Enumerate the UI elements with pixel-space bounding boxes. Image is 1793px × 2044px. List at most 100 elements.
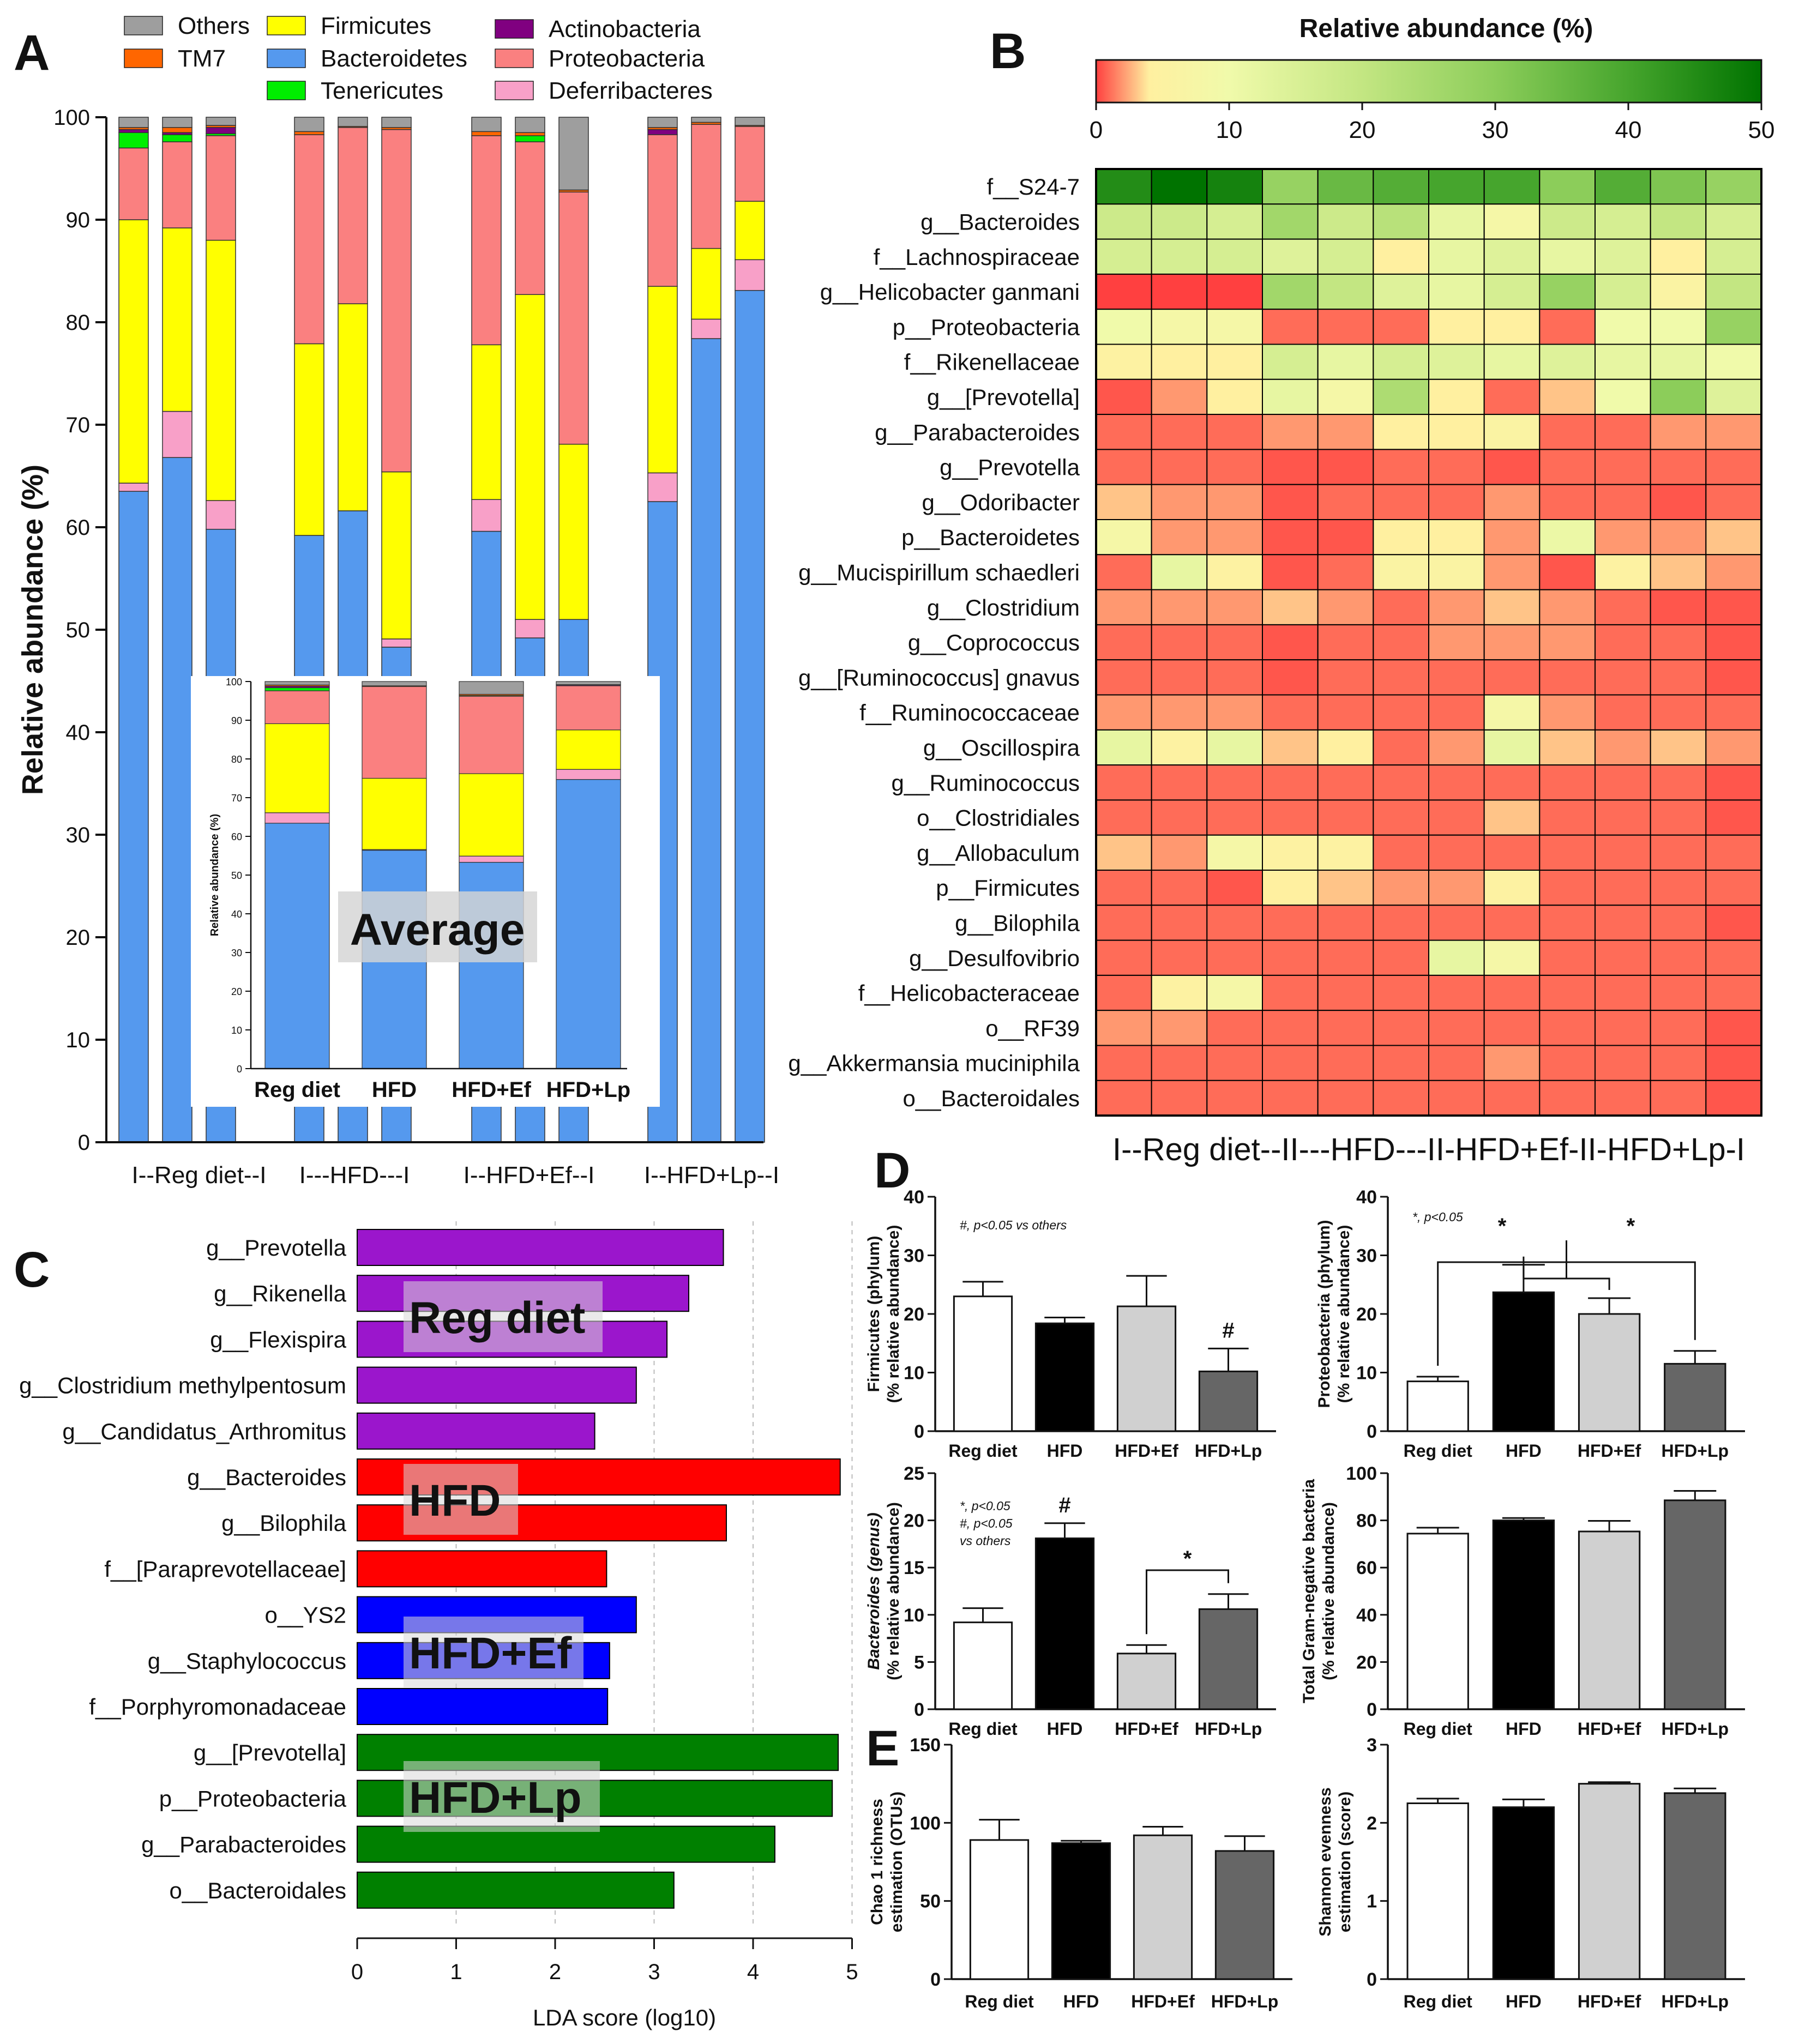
- colorbar: [1095, 59, 1762, 104]
- inset-y-tick-label: 20: [231, 986, 242, 997]
- heatmap-cell: [1539, 1080, 1596, 1117]
- heatmap-cell: [1317, 203, 1374, 240]
- heatmap-cell: [1650, 449, 1707, 485]
- heatmap-cell: [1373, 378, 1429, 415]
- bar-segment-proteobacteria: [162, 141, 192, 228]
- bar-segment-firmicutes: [471, 344, 502, 500]
- bar-segment-actinobacteria: [206, 127, 236, 134]
- heatmap-cell: [1539, 834, 1596, 871]
- bar-segment-firmicutes: [691, 248, 721, 320]
- lda-bar-label: g__Flexispira: [210, 1327, 346, 1352]
- heatmap-cell: [1262, 764, 1319, 801]
- inset-y-tick-label: 40: [231, 909, 242, 920]
- y-axis-subtitle: (% relative abundance): [1335, 1225, 1353, 1403]
- x-tick-label: HFD+Lp: [1195, 1441, 1262, 1461]
- lda-bar-f-paraprevotellaceae: [357, 1550, 607, 1588]
- heatmap-row-label: f__Ruminococcaceae: [859, 700, 1080, 726]
- heatmap-cell: [1096, 449, 1152, 485]
- heatmap-row-label: g__Helicobacter ganmani: [820, 279, 1080, 305]
- heatmap-cell: [1206, 939, 1263, 976]
- inset-title: Average: [350, 905, 525, 955]
- heatmap-cell: [1428, 343, 1485, 380]
- heatmap-cell: [1705, 1045, 1762, 1081]
- y-tick-label: 20: [904, 1304, 924, 1325]
- heatmap-cell: [1483, 659, 1541, 696]
- heatmap-cell: [1428, 624, 1485, 661]
- inset-bar-segment-firmicutes: [362, 777, 427, 850]
- heatmap-cell: [1096, 519, 1152, 556]
- heatmap-cell: [1539, 1010, 1596, 1046]
- bar-segment-others: [515, 117, 545, 133]
- bar-segment-tm7: [471, 131, 502, 136]
- bar-segment-actinobacteria: [647, 129, 678, 135]
- heatmap-cell: [1705, 484, 1762, 521]
- lda-bar-o-bacteroidales: [357, 1871, 675, 1909]
- x-tick-label: HFD+Ef: [1578, 1441, 1641, 1461]
- y-axis-subtitle: estimation (OTUs): [888, 1792, 906, 1932]
- heatmap-cell: [1151, 729, 1208, 766]
- heatmap-cell: [1428, 764, 1485, 801]
- heatmap-cell: [1206, 974, 1263, 1011]
- heatmap-cell: [1317, 484, 1374, 521]
- bar-segment-others: [381, 117, 412, 128]
- heatmap-cell: [1705, 378, 1762, 415]
- heatmap-cell: [1595, 905, 1651, 941]
- heatmap-cell: [1650, 1045, 1707, 1081]
- heatmap-cell: [1539, 519, 1596, 556]
- heatmap-cell: [1206, 238, 1263, 275]
- heatmap-cell: [1317, 238, 1374, 275]
- heatmap-cell: [1650, 939, 1707, 976]
- group-label-box: [404, 1464, 518, 1535]
- heatmap-cell: [1373, 168, 1429, 205]
- heatmap-cell: [1539, 554, 1596, 590]
- heatmap-cell: [1373, 764, 1429, 801]
- inset-bar-segment-firmicutes: [264, 723, 330, 813]
- x-tick-label: Reg diet: [1404, 1992, 1473, 2011]
- heatmap-row-label: g__Akkermansia muciniphila: [788, 1051, 1080, 1076]
- lda-bar-label: g__Prevotella: [206, 1235, 346, 1261]
- x-tick-label: HFD+Ef: [1115, 1441, 1178, 1461]
- inset-bar-segment-deferribacteres: [556, 769, 621, 780]
- annotation-note: *, p<0.05: [1412, 1210, 1463, 1224]
- y-axis-title: Firmicutes (phylum): [865, 1236, 883, 1392]
- heatmap-cell: [1206, 905, 1263, 941]
- bar-segment-tm7: [294, 131, 324, 135]
- bar-segment-others: [118, 117, 149, 128]
- heatmap-cell: [1262, 519, 1319, 556]
- x-tick-label: 3: [648, 1960, 660, 1984]
- heatmap-cell: [1096, 974, 1152, 1011]
- inset-x-label: HFD: [372, 1078, 417, 1102]
- heatmap-cell: [1206, 309, 1263, 345]
- heatmap-cell: [1428, 1010, 1485, 1046]
- heatmap-cell: [1096, 168, 1152, 205]
- heatmap-cell: [1317, 694, 1374, 731]
- heatmap-cell: [1539, 168, 1596, 205]
- heatmap-cell: [1151, 589, 1208, 625]
- lda-bar-g-parabacteroides: [357, 1825, 775, 1863]
- heatmap-cell: [1206, 378, 1263, 415]
- heatmap-cell: [1373, 414, 1429, 450]
- heatmap-cell: [1428, 238, 1485, 275]
- heatmap-cell: [1206, 1045, 1263, 1081]
- heatmap-cell: [1595, 834, 1651, 871]
- heatmap-cell: [1096, 414, 1152, 450]
- y-axis-title: Shannon evenness: [1316, 1787, 1334, 1936]
- heatmap-cell: [1539, 273, 1596, 310]
- heatmap-cell: [1317, 799, 1374, 836]
- panel-label-b: B: [990, 23, 1026, 79]
- heatmap-cell: [1262, 554, 1319, 590]
- heatmap-cell: [1262, 378, 1319, 415]
- inset-y-tick-label: 10: [231, 1025, 242, 1036]
- legend-swatch-proteobacteria: [495, 49, 534, 68]
- heatmap-row-label: g__Clostridium: [927, 595, 1080, 620]
- group-label-box: [404, 1281, 603, 1352]
- heatmap-cell: [1262, 799, 1319, 836]
- heatmap-cell: [1262, 309, 1319, 345]
- heatmap-row-label: p__Proteobacteria: [893, 314, 1080, 340]
- heatmap-cell: [1317, 870, 1374, 906]
- y-tick-label: 0: [1367, 1699, 1377, 1720]
- heatmap-cell: [1096, 659, 1152, 696]
- heatmap-cell: [1428, 484, 1485, 521]
- heatmap-cell: [1539, 343, 1596, 380]
- y-axis-title: Total Gram-negative bacteria: [1300, 1479, 1318, 1704]
